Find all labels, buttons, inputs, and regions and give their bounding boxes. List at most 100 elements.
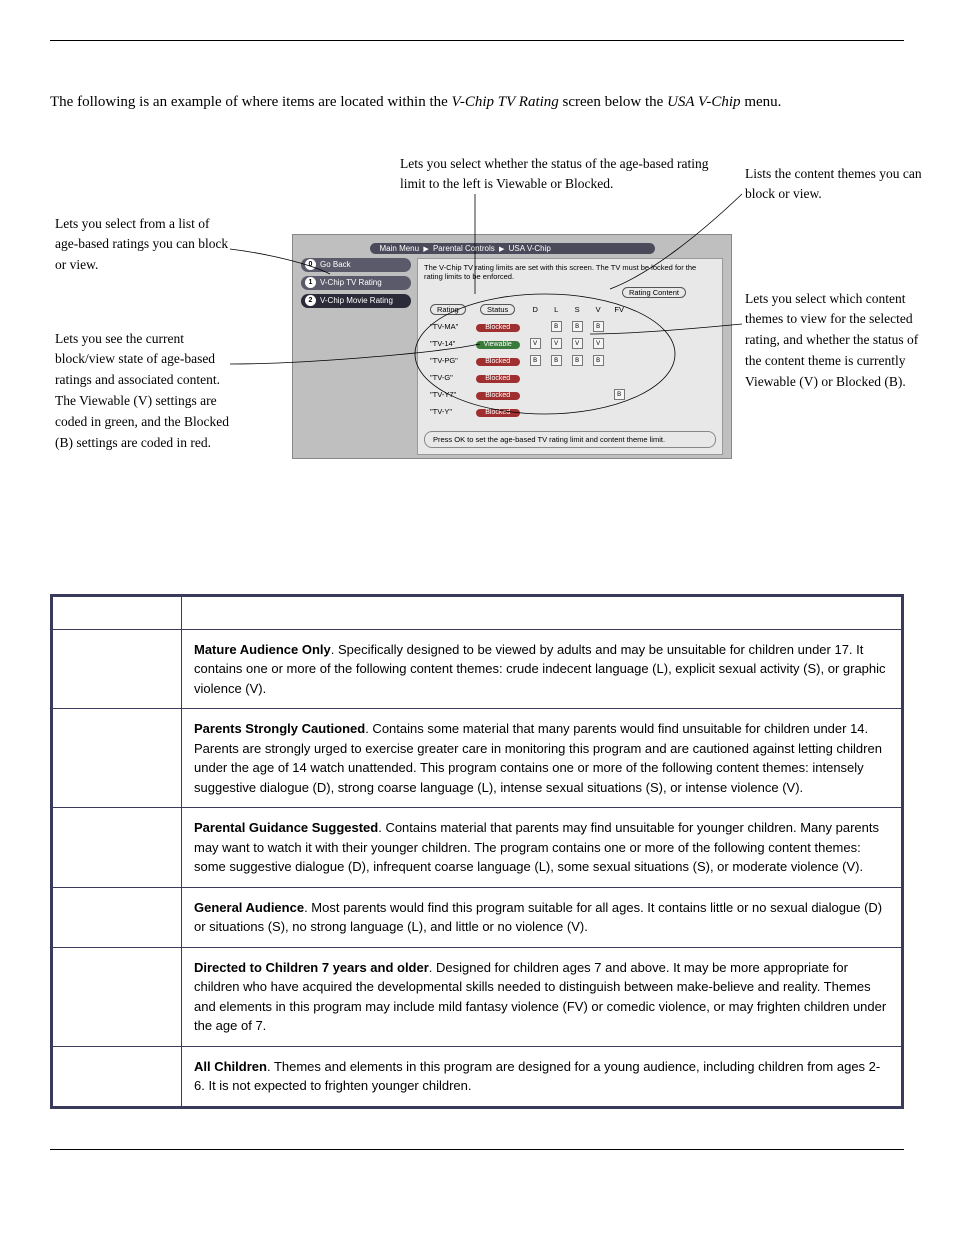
rating-label: "TV-PG" xyxy=(426,353,470,368)
content-theme-cell[interactable] xyxy=(610,319,629,334)
content-theme-cell[interactable]: B xyxy=(526,353,545,368)
callout-right-1: Lists the content themes you can block o… xyxy=(745,164,935,206)
content-theme-cell[interactable] xyxy=(526,319,545,334)
content-theme-cell[interactable]: B xyxy=(589,353,608,368)
table-row: Mature Audience Only. Specifically desig… xyxy=(52,629,903,709)
content-column: The V-Chip TV rating limits are set with… xyxy=(417,258,723,456)
content-theme-cell[interactable] xyxy=(526,370,545,385)
menu-item[interactable]: 2 V-Chip Movie Rating xyxy=(301,294,411,308)
col-V: V xyxy=(589,302,608,317)
rating-cell xyxy=(52,709,182,808)
callout-left-2: Lets you see the current block/view stat… xyxy=(55,329,230,455)
content-theme-cell[interactable] xyxy=(568,370,587,385)
menu-column: 0Go Back 1V-Chip TV Rating 2 V-Chip Movie R… xyxy=(301,258,411,456)
theme-box: B xyxy=(530,355,541,366)
menu-item-label: V-Chip TV Rating xyxy=(320,278,382,287)
content-theme-cell[interactable]: V xyxy=(568,336,587,351)
rating-row: "TV-Y7"Blocked B xyxy=(426,387,629,402)
footer-hint: Press OK to set the age-based TV rating … xyxy=(424,431,716,448)
content-theme-cell[interactable] xyxy=(526,404,545,419)
theme-box: B xyxy=(572,355,583,366)
content-theme-cell[interactable]: B xyxy=(610,387,629,402)
description-lead: All Children xyxy=(194,1059,267,1074)
intro-suffix: menu. xyxy=(744,94,781,110)
rating-status-cell[interactable]: Blocked xyxy=(472,370,524,385)
col-D: D xyxy=(526,302,545,317)
content-theme-cell[interactable] xyxy=(589,387,608,402)
status-pill: Blocked xyxy=(476,375,520,383)
rating-label: "TV-Y7" xyxy=(426,387,470,402)
breadcrumb-0: Main Menu xyxy=(380,244,420,253)
intro-em2: USA V-Chip xyxy=(667,94,740,110)
breadcrumb-sep: ▶ xyxy=(499,246,504,253)
description-lead: Parental Guidance Suggested xyxy=(194,820,378,835)
content-theme-cell[interactable]: B xyxy=(589,319,608,334)
content-theme-cell[interactable] xyxy=(526,387,545,402)
description-lead: Parents Strongly Cautioned xyxy=(194,721,365,736)
content-theme-cell[interactable]: B xyxy=(547,353,566,368)
rating-status-cell[interactable]: Blocked xyxy=(472,353,524,368)
rating-content-heading: Rating Content xyxy=(622,287,686,298)
callout-left-1: Lets you select from a list of age-based… xyxy=(55,214,230,277)
description-cell: Mature Audience Only. Specifically desig… xyxy=(182,629,903,709)
content-theme-cell[interactable]: V xyxy=(589,336,608,351)
breadcrumb-sep: ▶ xyxy=(423,246,428,253)
col-FV: FV xyxy=(610,302,629,317)
table-header-rating xyxy=(52,595,182,629)
rating-status-cell[interactable]: Blocked xyxy=(472,404,524,419)
content-theme-cell[interactable] xyxy=(589,370,608,385)
content-theme-cell[interactable]: V xyxy=(526,336,545,351)
rating-cell xyxy=(52,808,182,888)
intro-prefix: The following is an example of where ite… xyxy=(50,94,452,110)
breadcrumb-2: USA V-Chip xyxy=(509,244,551,253)
content-theme-cell[interactable]: B xyxy=(568,319,587,334)
theme-box: B xyxy=(614,389,625,400)
rating-row: "TV-G" Blocked xyxy=(426,370,629,385)
content-theme-cell[interactable] xyxy=(547,387,566,402)
description-lead: Directed to Children 7 years and older xyxy=(194,960,429,975)
description-cell: Directed to Children 7 years and older. … xyxy=(182,947,903,1046)
table-header-desc xyxy=(182,595,903,629)
content-theme-cell[interactable] xyxy=(589,404,608,419)
content-theme-cell[interactable] xyxy=(547,370,566,385)
col-rating: Rating xyxy=(430,304,466,315)
rating-status-cell[interactable]: Blocked xyxy=(472,387,524,402)
content-theme-cell[interactable] xyxy=(568,387,587,402)
menu-item-number: 2 xyxy=(305,295,316,306)
theme-box: B xyxy=(551,355,562,366)
table-row: Parents Strongly Cautioned. Contains som… xyxy=(52,709,903,808)
rating-label: "TV-14" xyxy=(426,336,470,351)
rating-cell xyxy=(52,629,182,709)
status-pill: Blocked xyxy=(476,324,520,332)
description-cell: Parental Guidance Suggested. Contains ma… xyxy=(182,808,903,888)
menu-item[interactable]: 0Go Back xyxy=(301,258,411,272)
page-header-rule xyxy=(50,40,904,41)
rating-row: "TV-Y"Blocked xyxy=(426,404,629,419)
theme-box: V xyxy=(593,338,604,349)
content-theme-cell[interactable] xyxy=(610,370,629,385)
rating-cell xyxy=(52,1046,182,1107)
breadcrumb-1: Parental Controls xyxy=(433,244,495,253)
status-pill: Blocked xyxy=(476,409,520,417)
menu-item-label: V-Chip Movie Rating xyxy=(320,296,393,305)
content-theme-cell[interactable] xyxy=(547,404,566,419)
rating-row: "TV-MA"BlockedBBB xyxy=(426,319,629,334)
rating-status-cell[interactable]: Blocked xyxy=(472,319,524,334)
content-theme-cell[interactable] xyxy=(568,404,587,419)
content-theme-cell[interactable]: V xyxy=(547,336,566,351)
content-theme-cell[interactable]: B xyxy=(568,353,587,368)
rating-label: "TV-G" xyxy=(426,370,470,385)
menu-item[interactable]: 1V-Chip TV Rating xyxy=(301,276,411,290)
rating-cell xyxy=(52,947,182,1046)
rating-row: "TV-14"ViewableVVVV xyxy=(426,336,629,351)
content-theme-cell[interactable] xyxy=(610,353,629,368)
intro-middle: screen below the xyxy=(563,94,668,110)
content-theme-cell[interactable] xyxy=(610,404,629,419)
rating-label: "TV-MA" xyxy=(426,319,470,334)
content-theme-cell[interactable] xyxy=(610,336,629,351)
rating-status-cell[interactable]: Viewable xyxy=(472,336,524,351)
content-theme-cell[interactable]: B xyxy=(547,319,566,334)
description-cell: General Audience. Most parents would fin… xyxy=(182,887,903,947)
callout-right-2: Lets you select which content themes to … xyxy=(745,289,935,394)
table-row: All Children. Themes and elements in thi… xyxy=(52,1046,903,1107)
